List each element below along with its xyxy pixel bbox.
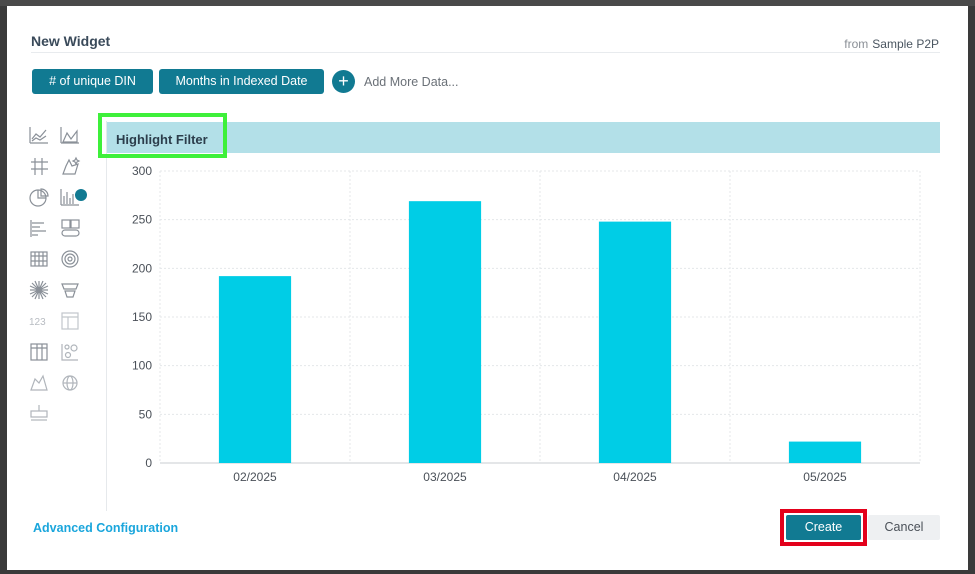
selected-chart-badge bbox=[75, 189, 87, 201]
advanced-configuration-link[interactable]: Advanced Configuration bbox=[33, 521, 179, 535]
area-map-icon[interactable] bbox=[28, 372, 50, 394]
funnel-icon[interactable] bbox=[59, 279, 81, 301]
scatter-plot-icon[interactable] bbox=[59, 341, 81, 363]
polar-icon[interactable] bbox=[28, 403, 50, 425]
pivot-grid-icon[interactable] bbox=[28, 155, 50, 177]
red-highlight-box bbox=[780, 509, 867, 546]
add-data-button[interactable]: + bbox=[332, 70, 355, 93]
column-chart-icon[interactable] bbox=[59, 186, 81, 208]
bar bbox=[788, 441, 862, 463]
area-chart-icon[interactable] bbox=[59, 124, 81, 146]
data-pill-unique-din[interactable]: # of unique DIN bbox=[32, 69, 153, 94]
x-tick-label: 04/2025 bbox=[613, 470, 657, 484]
new-widget-dialog: New Widget from Sample P2P # of unique DI… bbox=[7, 6, 968, 570]
y-tick-label: 50 bbox=[139, 407, 153, 421]
x-tick-label: 03/2025 bbox=[423, 470, 467, 484]
green-highlight-box bbox=[98, 113, 227, 158]
from-prefix: from bbox=[844, 37, 869, 51]
x-tick-label: 02/2025 bbox=[233, 470, 277, 484]
line-chart-icon[interactable] bbox=[28, 124, 50, 146]
table-icon[interactable] bbox=[59, 310, 81, 332]
bar-chart-icon[interactable] bbox=[28, 217, 50, 239]
chart-header-bar bbox=[107, 122, 940, 153]
world-map-icon[interactable] bbox=[59, 372, 81, 394]
chart-title[interactable]: Highlight Filter bbox=[116, 132, 208, 147]
scatter-burst-icon[interactable] bbox=[28, 279, 50, 301]
boxes-icon[interactable] bbox=[59, 217, 81, 239]
table-grid-icon[interactable] bbox=[28, 341, 50, 363]
indicator-icon[interactable]: 123 bbox=[28, 310, 50, 332]
y-tick-label: 300 bbox=[132, 164, 152, 178]
add-more-data-link[interactable]: Add More Data... bbox=[364, 75, 459, 89]
y-tick-label: 200 bbox=[132, 261, 152, 275]
data-source-label: from Sample P2P bbox=[844, 37, 939, 51]
bar bbox=[218, 276, 292, 463]
bar bbox=[408, 201, 482, 463]
window-top-strip bbox=[0, 0, 975, 6]
bar bbox=[598, 221, 672, 463]
y-tick-label: 250 bbox=[132, 213, 152, 227]
y-tick-label: 150 bbox=[132, 310, 152, 324]
sunburst-icon[interactable] bbox=[59, 248, 81, 270]
data-source-name[interactable]: Sample P2P bbox=[872, 37, 939, 51]
data-pill-months-indexed-date[interactable]: Months in Indexed Date bbox=[159, 69, 324, 94]
heatmap-grid-icon[interactable] bbox=[28, 248, 50, 270]
pie-chart-icon[interactable] bbox=[28, 186, 50, 208]
y-tick-label: 100 bbox=[132, 359, 152, 373]
y-tick-label: 0 bbox=[145, 456, 152, 470]
panel-divider bbox=[106, 121, 107, 511]
custom-widget-icon[interactable] bbox=[59, 155, 81, 177]
x-tick-label: 05/2025 bbox=[803, 470, 847, 484]
create-button[interactable]: Create bbox=[786, 515, 861, 540]
title-divider bbox=[31, 52, 940, 53]
svg-text:123: 123 bbox=[29, 317, 46, 328]
bar-chart: 0 50 100 150 200 250 300 02/2025 03/2025 04/2025 0… bbox=[132, 164, 921, 484]
cancel-button[interactable]: Cancel bbox=[868, 515, 940, 540]
dialog-title: New Widget bbox=[31, 33, 111, 49]
